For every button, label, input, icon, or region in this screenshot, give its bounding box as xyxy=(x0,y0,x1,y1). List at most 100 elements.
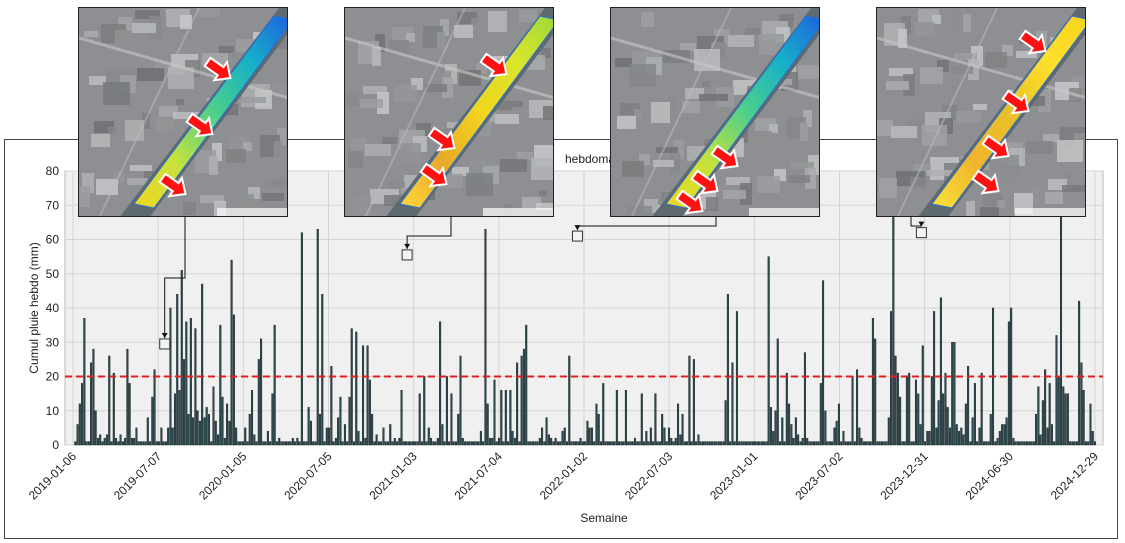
rain-bar xyxy=(756,441,759,446)
rain-bar xyxy=(568,355,571,446)
rain-bar xyxy=(332,441,335,446)
rain-bar xyxy=(1048,383,1051,446)
satellite-map xyxy=(877,8,1085,216)
rain-bar xyxy=(266,431,269,446)
rain-bar xyxy=(92,348,95,446)
rain-bar xyxy=(511,431,514,446)
rain-bar xyxy=(946,407,949,446)
rain-bar xyxy=(677,403,680,446)
rain-bar xyxy=(1026,441,1029,446)
rain-bar xyxy=(359,441,362,446)
rain-bar xyxy=(1030,441,1033,446)
rain-bar xyxy=(1012,437,1015,446)
x-tick-label: 2023-07-02 xyxy=(792,449,846,503)
rain-bar xyxy=(529,441,532,446)
rain-bar xyxy=(164,441,167,446)
rain-bar xyxy=(411,441,414,446)
rain-bar xyxy=(606,441,609,446)
rain-bar xyxy=(860,437,863,446)
rain-bar xyxy=(842,431,845,446)
rain-bar xyxy=(273,324,276,446)
rain-bar xyxy=(1057,376,1060,446)
rain-bar xyxy=(921,345,924,446)
rain-bar xyxy=(373,441,376,446)
rain-bar xyxy=(862,441,865,446)
x-tick-label: 2020-07-05 xyxy=(281,449,335,503)
rain-bar xyxy=(400,390,403,446)
rain-bar xyxy=(556,441,559,446)
rain-bar xyxy=(323,441,326,446)
rain-bar xyxy=(620,441,623,446)
rain-bar xyxy=(230,259,233,446)
rain-bar xyxy=(491,437,494,446)
rain-bar xyxy=(769,407,772,446)
rain-bar xyxy=(1082,390,1085,446)
rain-bar xyxy=(269,441,272,446)
rain-bar xyxy=(300,232,303,446)
x-tick-label: 2022-01-02 xyxy=(537,449,591,503)
rain-bar xyxy=(459,355,462,446)
rain-bar xyxy=(930,376,933,446)
rain-bar xyxy=(473,441,476,446)
rain-bar xyxy=(713,441,716,446)
rain-bar xyxy=(958,431,961,446)
y-tick-label: 10 xyxy=(46,404,60,418)
rain-bar xyxy=(987,441,990,446)
rain-bar xyxy=(303,441,306,446)
rain-bar xyxy=(1093,441,1097,446)
rain-bar xyxy=(407,441,410,446)
rain-bar xyxy=(531,441,535,446)
rain-bar xyxy=(262,441,265,446)
rain-bar xyxy=(581,441,584,446)
rain-bar xyxy=(119,434,122,446)
rain-bar xyxy=(856,369,859,446)
rain-bar xyxy=(919,424,922,446)
rain-bar xyxy=(468,441,471,446)
rain-bar xyxy=(477,441,480,446)
rain-bar xyxy=(513,437,516,446)
rain-bar xyxy=(386,441,390,446)
rain-bar xyxy=(806,437,809,446)
rain-bar xyxy=(78,403,81,446)
rain-bar xyxy=(201,283,204,446)
x-tick-label: 2021-07-04 xyxy=(452,449,506,503)
rain-bar xyxy=(778,441,782,446)
rain-bar xyxy=(520,355,523,446)
rain-bar xyxy=(346,441,349,446)
rain-bar xyxy=(763,441,766,446)
rain-bar xyxy=(1073,441,1076,446)
rain-bar xyxy=(214,420,217,446)
rain-bar xyxy=(85,441,88,446)
rain-bar xyxy=(688,355,691,446)
rain-bar xyxy=(663,427,666,446)
rain-bar xyxy=(973,383,976,446)
rain-bar xyxy=(321,294,324,446)
rain-bar xyxy=(142,441,145,446)
rain-bar xyxy=(518,441,521,446)
rain-bar xyxy=(563,427,566,446)
rain-bar xyxy=(339,396,342,446)
rain-bar xyxy=(749,441,752,446)
callout-arrowhead xyxy=(161,332,168,338)
rain-bar xyxy=(235,427,238,446)
callout-marker xyxy=(571,230,583,242)
rain-bar xyxy=(681,413,684,446)
rain-bar xyxy=(219,324,222,446)
y-tick-label: 40 xyxy=(46,301,60,315)
rain-bar xyxy=(658,441,661,446)
rain-bar xyxy=(282,441,285,446)
rain-bar xyxy=(738,441,741,446)
rain-bar xyxy=(194,328,197,446)
rain-bar xyxy=(187,413,190,446)
rain-bar xyxy=(171,427,174,446)
rain-bar xyxy=(525,324,528,446)
rain-bar xyxy=(783,441,786,446)
rain-bar xyxy=(1041,400,1044,446)
rain-bar xyxy=(337,417,340,446)
rain-bar xyxy=(538,437,541,446)
rain-bar xyxy=(173,393,176,446)
x-tick-label: 2019-01-06 xyxy=(26,449,80,503)
rain-bar xyxy=(729,441,732,446)
rain-bar xyxy=(221,396,224,446)
rain-bar xyxy=(624,390,627,446)
